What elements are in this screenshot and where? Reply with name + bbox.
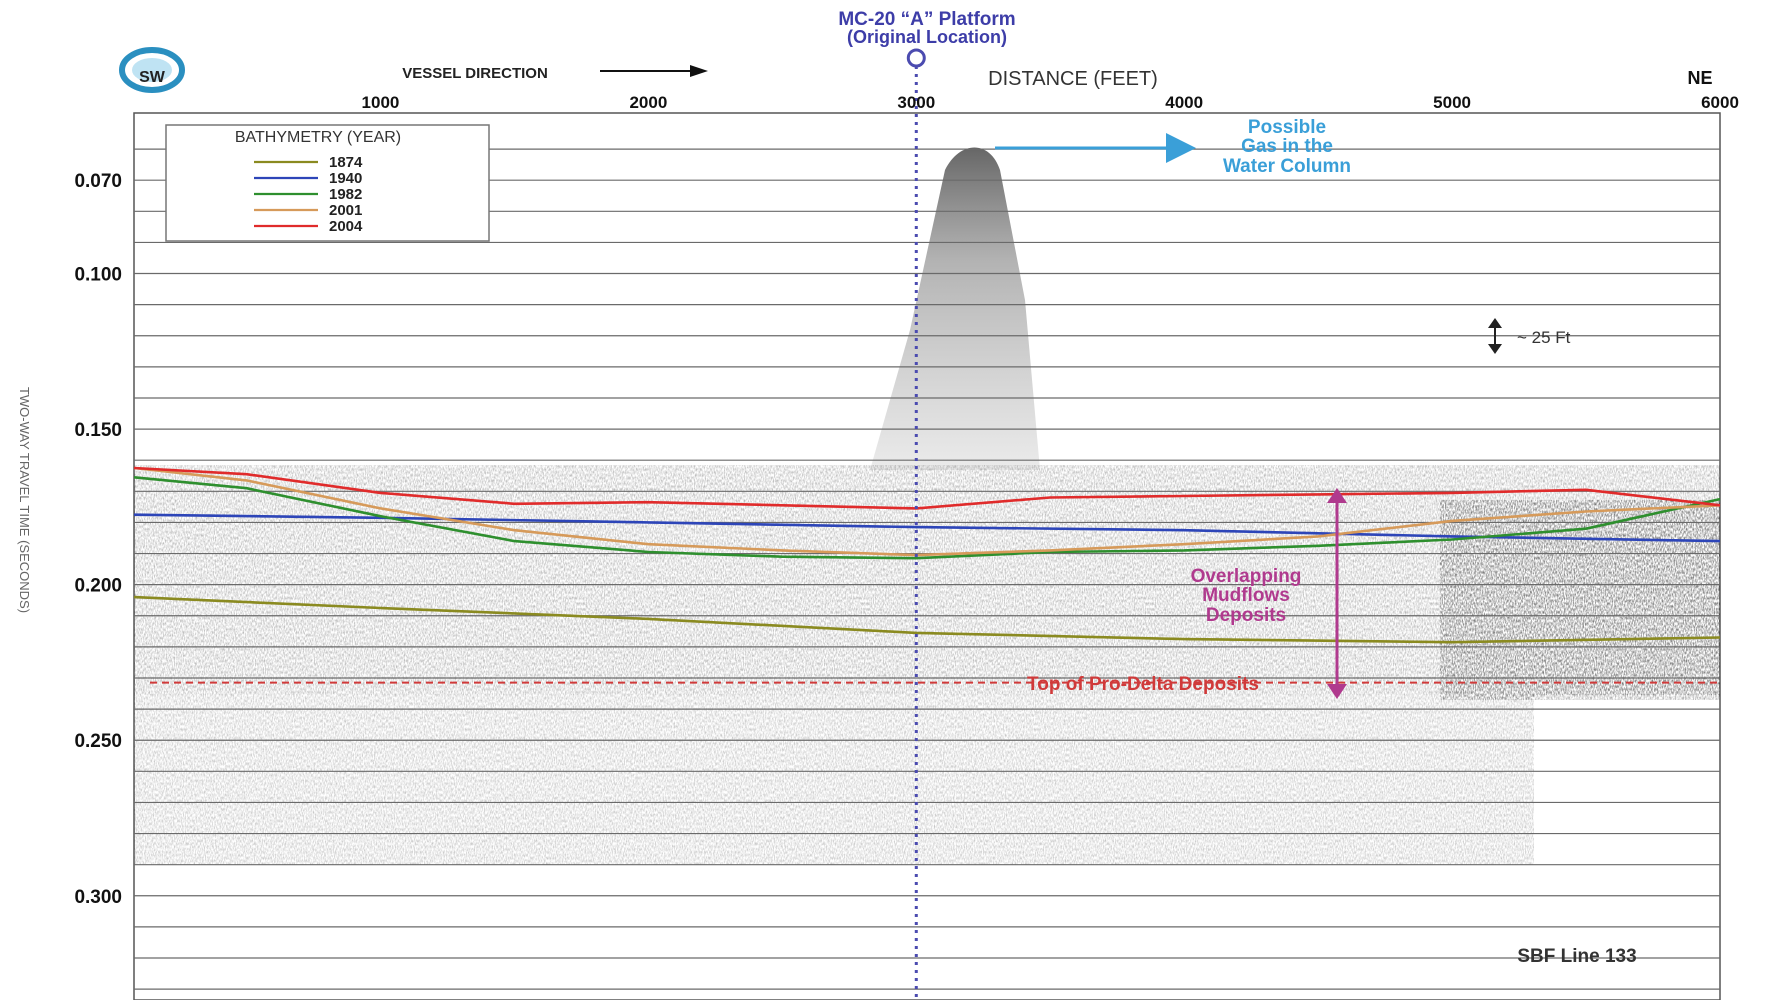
y-axis-label: TWO-WAY TRAVEL TIME (SECONDS) xyxy=(17,387,32,613)
x-tick-label: 2000 xyxy=(629,93,667,112)
gas-line-3: Water Column xyxy=(1223,156,1351,177)
x-tick-label: 3000 xyxy=(897,93,935,112)
chart-subtitle: (Original Location) xyxy=(847,27,1007,47)
x-tick-label: 6000 xyxy=(1701,93,1739,112)
bathymetry-lines xyxy=(133,466,1721,644)
mudflow-annotation: Overlapping Mudflows Deposits xyxy=(1191,566,1302,626)
y-tick-label: 0.070 xyxy=(74,171,122,192)
compass-label: SW xyxy=(139,69,166,86)
prodelta-label: Top of Pro-Delta Deposits xyxy=(1027,674,1259,695)
mudflow-arrow xyxy=(1327,488,1347,699)
y-tick-label: 0.100 xyxy=(74,265,122,286)
y-tick-label: 0.200 xyxy=(74,576,122,597)
y-tick-labels: 0.070 0.100 0.150 0.200 0.250 0.300 xyxy=(74,171,122,908)
gas-line-1: Possible xyxy=(1248,117,1326,138)
gas-line-2: Gas in the xyxy=(1241,136,1333,157)
vessel-direction-label: VESSEL DIRECTION xyxy=(402,65,548,82)
right-dark-sediment xyxy=(1440,500,1720,700)
line-id-label: SBF Line 133 xyxy=(1517,946,1636,967)
mudflow-line-1: Overlapping xyxy=(1191,566,1302,587)
y-tick-label: 0.150 xyxy=(74,420,122,441)
x-tick-label: 1000 xyxy=(362,93,400,112)
x-tick-label: 5000 xyxy=(1433,93,1471,112)
gas-annotation: Possible Gas in the Water Column xyxy=(1223,117,1351,177)
x-tick-labels: 1000 2000 3000 4000 5000 6000 xyxy=(362,93,1739,112)
vessel-direction-arrow-icon xyxy=(600,65,708,77)
scale-label: ~ 25 Ft xyxy=(1517,328,1571,347)
compass-icon: SW xyxy=(119,47,185,93)
platform-marker xyxy=(906,48,926,68)
y-tick-label: 0.250 xyxy=(74,731,122,752)
chart-title: MC-20 “A” Platform xyxy=(838,9,1015,30)
legend-title: BATHYMETRY (YEAR) xyxy=(235,129,401,146)
legend-label-1874: 1874 xyxy=(329,154,363,171)
legend-box xyxy=(165,124,490,242)
x-tick-label: 4000 xyxy=(1165,93,1203,112)
mudflow-line-3: Deposits xyxy=(1206,605,1286,626)
legend-label-2004: 2004 xyxy=(329,218,363,235)
y-tick-label: 0.300 xyxy=(74,887,122,908)
ne-label: NE xyxy=(1687,68,1712,88)
scale-bar xyxy=(1488,318,1502,354)
mudflow-line-2: Mudflows xyxy=(1202,585,1290,606)
legend-label-1940: 1940 xyxy=(329,170,362,187)
legend-label-2001: 2001 xyxy=(329,202,362,219)
legend-label-1982: 1982 xyxy=(329,186,362,203)
deep-sediment-texture xyxy=(134,695,1534,865)
x-axis-label: DISTANCE (FEET) xyxy=(988,68,1158,90)
gas-plume xyxy=(870,147,1040,470)
